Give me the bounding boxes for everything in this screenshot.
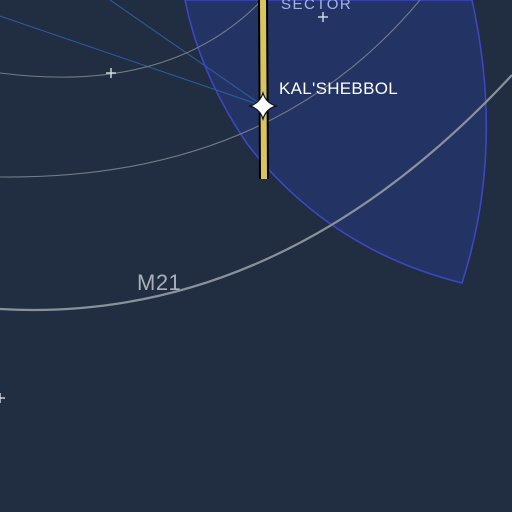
hyperlane-line xyxy=(0,15,264,107)
orbit-arc xyxy=(0,0,421,178)
orbit-arc xyxy=(0,0,263,78)
star-marker-plus-icon[interactable] xyxy=(318,12,328,22)
lane-line[interactable] xyxy=(260,0,267,180)
star-marker-plus-icon[interactable] xyxy=(106,68,116,78)
four-point-star-icon[interactable] xyxy=(247,90,279,122)
route-label: M21 xyxy=(137,270,181,295)
system-label[interactable]: KAL'SHEBBOL xyxy=(279,79,398,98)
sector-label: SECTOR xyxy=(281,0,352,13)
route-arc[interactable] xyxy=(0,74,512,311)
star-marker-plus-icon[interactable] xyxy=(0,393,5,403)
